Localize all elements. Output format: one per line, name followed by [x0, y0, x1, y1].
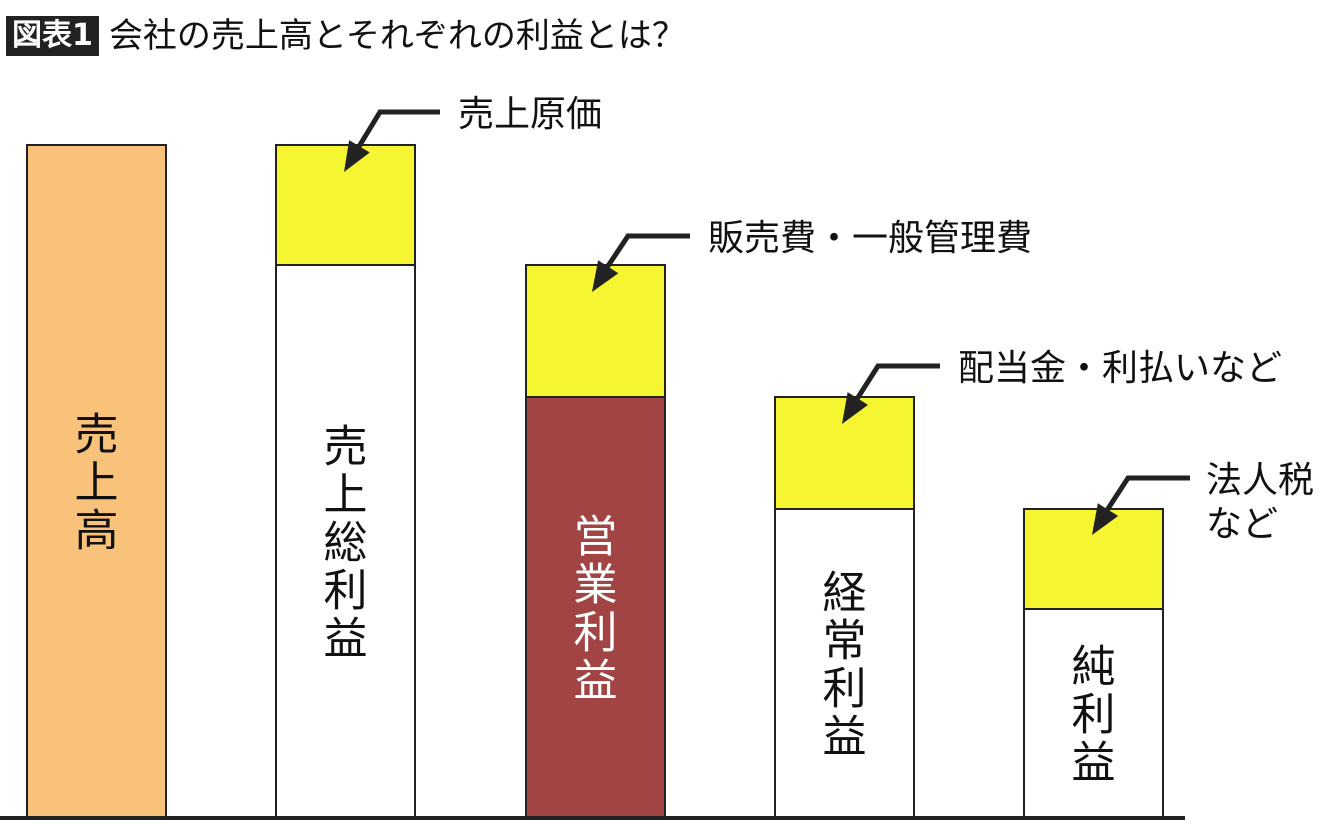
cost-label: 法人税など: [1206, 460, 1314, 545]
bar-label: 売上高: [75, 410, 119, 557]
callout-arrowhead: [842, 392, 869, 424]
cost-label: 売上原価: [458, 94, 602, 135]
bar-label: 純利益: [1072, 642, 1116, 789]
cost-segment: [1023, 508, 1164, 610]
profit-segment: [26, 144, 167, 819]
figure-tag: 図表1: [6, 16, 99, 56]
figure-title: 会社の売上高とそれぞれの利益とは？: [108, 16, 686, 56]
figure-header: 図表1 会社の売上高とそれぞれの利益とは？: [6, 12, 686, 60]
callout-arrow-line: [597, 233, 690, 280]
callout-arrowhead: [1092, 503, 1119, 535]
callout-arrow-line: [349, 109, 440, 160]
callout-arrow-line: [1097, 475, 1190, 523]
cost-label: 配当金・利払いなど: [958, 348, 1282, 389]
bar-label: 営業利益: [574, 512, 618, 707]
callout-arrow-line: [847, 363, 940, 412]
bar-label: 経常利益: [823, 568, 867, 763]
callout-arrowhead: [344, 140, 370, 172]
cost-label: 販売費・一般管理費: [708, 218, 1032, 259]
profit-segment: [1023, 608, 1164, 819]
bar-label: 売上総利益: [324, 422, 368, 665]
callout-arrowhead: [592, 260, 619, 292]
profit-segment: [774, 508, 915, 819]
